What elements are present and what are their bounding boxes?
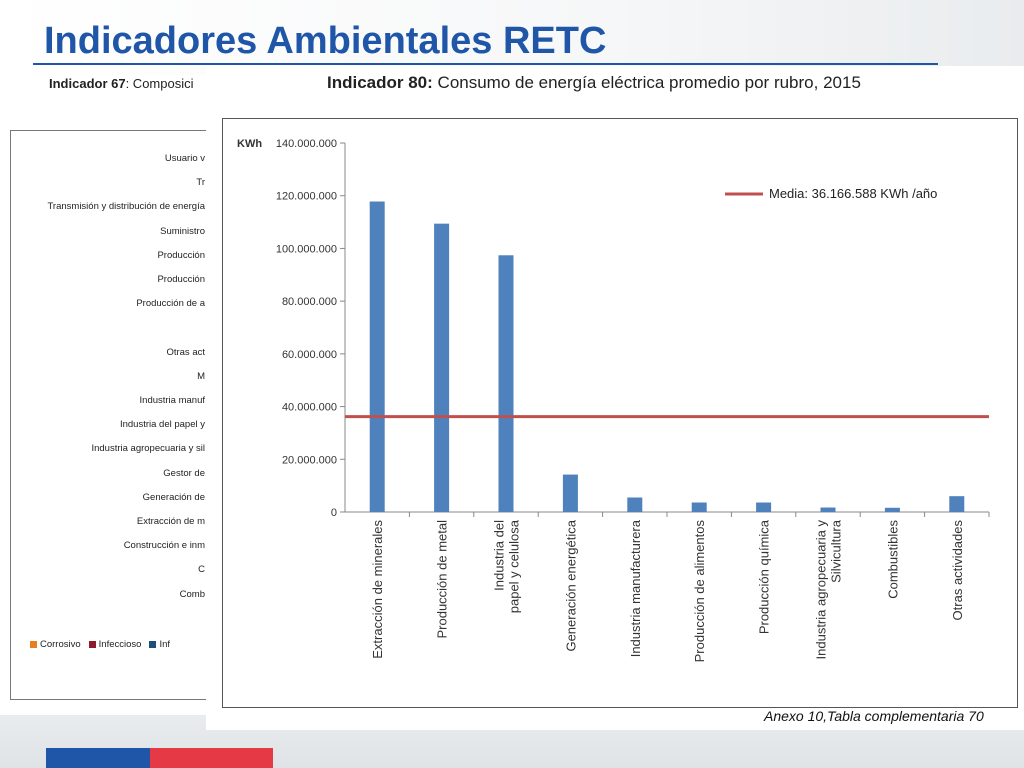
bar	[884, 507, 900, 512]
x-tick-label: Producción de metal	[435, 520, 450, 639]
page-title: Indicadores Ambientales RETC	[44, 20, 607, 62]
x-tick-label-group: Industria manufacturera	[628, 519, 643, 657]
x-tick-label: Generación energética	[563, 519, 578, 651]
x-tick-label-group: Otras actividades	[950, 520, 965, 621]
x-tick-label: Extracción de minerales	[370, 520, 385, 659]
indicator67-row-label: Suministro	[160, 225, 205, 237]
y-tick-label: 0	[331, 507, 337, 519]
bar	[691, 502, 707, 512]
chart-frame: 0 20.000.000 40.000.000 60.000.000 80.000.00…	[222, 118, 1018, 708]
x-tick-label: Otras actividades	[950, 520, 965, 621]
indicator67-row-label: Tr	[196, 177, 205, 189]
indicator80-heading-bold: Indicador 80:	[327, 73, 433, 92]
x-tick-label-group: Generación energética	[563, 519, 578, 651]
legend-item: Corrosivo	[30, 639, 81, 650]
bar	[949, 496, 965, 512]
x-tick-label: Industria manufacturera	[628, 519, 643, 657]
x-tick-label: Producción de alimentos	[692, 520, 707, 663]
indicator67-row-label: M	[197, 370, 205, 382]
indicator67-row-label: Gestor de	[163, 467, 205, 479]
indicator67-row-label: Construcción e inm	[123, 540, 205, 552]
source-note: Anexo 10,Tabla complementaria 70	[764, 708, 984, 724]
indicator67-heading: Indicador 67: Composici	[49, 76, 194, 91]
y-tick-label: 60.000.000	[282, 349, 337, 361]
legend-label-mean: Media: 36.166.588 KWh /año	[769, 186, 937, 201]
bar	[498, 255, 514, 512]
legend-swatch	[149, 640, 157, 648]
indicator67-row-label: Comb	[179, 588, 205, 600]
indicator67-row-label: Producción	[157, 249, 205, 261]
bar	[369, 201, 385, 512]
header-background	[0, 0, 1024, 75]
indicator67-row-label: Producción	[157, 274, 205, 285]
x-tick-label-group: Industria agropecuaria y Silvicultura	[814, 519, 844, 659]
title-underline	[33, 63, 938, 65]
x-tick-label-group: Producción química	[757, 519, 772, 634]
bar	[820, 507, 836, 512]
y-tick-label: 140.000.000	[276, 138, 337, 150]
x-tick-label: Silvicultura	[829, 519, 844, 583]
legend-swatch	[88, 640, 96, 648]
bar	[562, 474, 578, 512]
legend-label: Corrosivo	[40, 639, 81, 650]
legend-item: Infeccioso	[88, 639, 142, 650]
y-tick-label: 20.000.000	[282, 454, 337, 466]
indicator67-panel: Usuario v Tr Transmisión y distribución de…	[10, 130, 212, 700]
legend-label: Inf	[159, 639, 170, 650]
indicator67-row-label: Industria agropecuaria y sil	[91, 443, 205, 455]
y-tick-label: 100.000.000	[276, 243, 337, 255]
flag-stripe-red	[150, 748, 273, 768]
legend-swatch	[30, 640, 37, 648]
x-tick-label-group: Extracción de minerales	[370, 520, 385, 659]
x-tick-label: Producción química	[757, 519, 772, 634]
indicator67-row-label: Industria manuf	[139, 395, 205, 406]
y-axis-label: KWh	[237, 138, 262, 150]
bar	[434, 223, 450, 512]
y-tick-label: 80.000.000	[282, 296, 337, 308]
indicator67-row-label: Otras act	[166, 346, 205, 358]
indicator80-heading-rest: Consumo de energía eléctrica promedio po…	[432, 73, 861, 92]
bar-chart: 0 20.000.000 40.000.000 60.000.000 80.000.00…	[237, 138, 990, 663]
indicator80-heading: Indicador 80: Consumo de energía eléctri…	[327, 73, 861, 93]
y-tick-label: 120.000.000	[276, 191, 337, 203]
x-tick-label: papel y celulosa	[507, 519, 522, 613]
y-tick-label: 40.000.000	[282, 402, 337, 414]
indicator67-row-label: Usuario v	[164, 153, 205, 164]
bar	[756, 502, 772, 512]
indicator67-heading-bold: Indicador 67	[49, 76, 126, 91]
bar	[627, 497, 643, 512]
indicator67-legend: Corrosivo Infeccioso Inf	[30, 639, 178, 650]
legend-item: Inf	[149, 639, 170, 650]
x-tick-label: Combustibles	[885, 520, 900, 599]
x-tick-label: Industria del	[492, 520, 507, 591]
indicator67-row-label: Generación de	[142, 491, 205, 503]
indicator67-row-label: Transmisión y distribución de energía	[47, 201, 205, 213]
x-tick-label-group: Producción de metal	[435, 520, 450, 639]
indicator67-row-label: Industria del papel y	[119, 419, 205, 431]
x-tick-label-group: Producción de alimentos	[692, 520, 707, 663]
indicator67-row-label: C	[198, 564, 205, 576]
x-tick-label-group: Industria del papel y celulosa	[492, 519, 522, 613]
indicator67-row-label: Extracción de m	[136, 516, 205, 527]
indicator67-heading-rest: : Composici	[125, 76, 194, 91]
x-tick-label: Industria agropecuaria y	[814, 520, 829, 660]
flag-stripe-blue	[46, 748, 150, 768]
x-tick-label-group: Combustibles	[885, 520, 900, 599]
legend-label: Infeccioso	[98, 639, 142, 650]
indicator67-row-label: Producción de a	[136, 298, 205, 310]
